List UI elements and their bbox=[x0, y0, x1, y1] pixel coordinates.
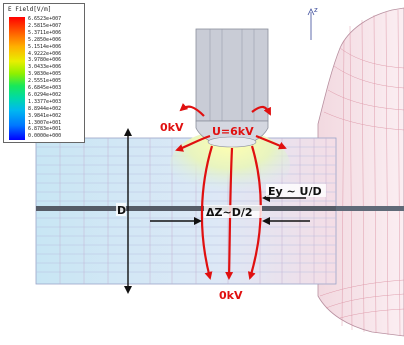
legend-value: 6.6845e+003 bbox=[28, 85, 62, 91]
label-dz: ΔZ~D/2 bbox=[206, 206, 253, 219]
legend-title: E Field[V/m] bbox=[8, 6, 52, 13]
legend-value: 1.3377e+003 bbox=[28, 98, 62, 105]
legend-value: 6.8783e+001 bbox=[28, 126, 62, 133]
ey-label-bg bbox=[266, 184, 326, 197]
dimension-arrows bbox=[124, 128, 310, 294]
arrow-field-right-upper bbox=[251, 105, 271, 116]
legend-values: 6.6523e+007 2.5815e+007 5.3711e+006 5.2850e… bbox=[28, 16, 84, 141]
d-arrow-bottom bbox=[124, 286, 132, 294]
axis-indicator: z bbox=[307, 6, 318, 40]
label-ey: Ey ~ U/D bbox=[268, 185, 322, 198]
d-arrow-top bbox=[124, 128, 132, 136]
legend-value: 6.6523e+007 bbox=[28, 16, 62, 22]
d-label-bg bbox=[116, 203, 126, 216]
label-u: U=6kV bbox=[212, 125, 254, 138]
legend-value: 3.9780e+006 bbox=[28, 57, 62, 64]
legend-value: 3.9841e+002 bbox=[28, 112, 62, 119]
outer-bell bbox=[317, 7, 404, 337]
legend-value: 3.9830e+005 bbox=[28, 71, 62, 78]
legend-value: 5.3711e+006 bbox=[28, 29, 62, 36]
arrow-field-right-lower bbox=[255, 134, 287, 150]
arrow-field-left-upper bbox=[179, 103, 205, 117]
legend-value: 0.0000e+000 bbox=[28, 133, 62, 140]
center-electrode bbox=[195, 28, 269, 148]
arrow-field-down-1 bbox=[200, 145, 214, 280]
arrow-field-left-lower bbox=[175, 134, 211, 152]
legend-value: 5.2850e+006 bbox=[28, 36, 62, 43]
legend-value: 2.5815e+007 bbox=[28, 22, 62, 29]
dz-label-bg bbox=[204, 205, 262, 218]
color-legend: E Field[V/m] 6.6523e+007 2.5815e+007 5.371… bbox=[3, 3, 85, 143]
legend-color-bar bbox=[9, 17, 25, 140]
legend-value: 2.5551e+005 bbox=[28, 78, 62, 85]
legend-value: 1.3007e+001 bbox=[28, 119, 62, 126]
label-d: D bbox=[117, 204, 126, 217]
label-zero-bottom: 0kV bbox=[219, 289, 243, 302]
legend-value: 5.1514e+006 bbox=[28, 43, 62, 50]
legend-value: 3.0433e+006 bbox=[28, 64, 62, 71]
axis-z-label: z bbox=[314, 6, 318, 14]
legend-value: 6.0294e+002 bbox=[28, 91, 62, 98]
legend-value: 4.9222e+006 bbox=[28, 50, 62, 57]
label-zero-left: 0kV bbox=[160, 121, 184, 134]
legend-value: 8.8944e+002 bbox=[28, 105, 62, 112]
